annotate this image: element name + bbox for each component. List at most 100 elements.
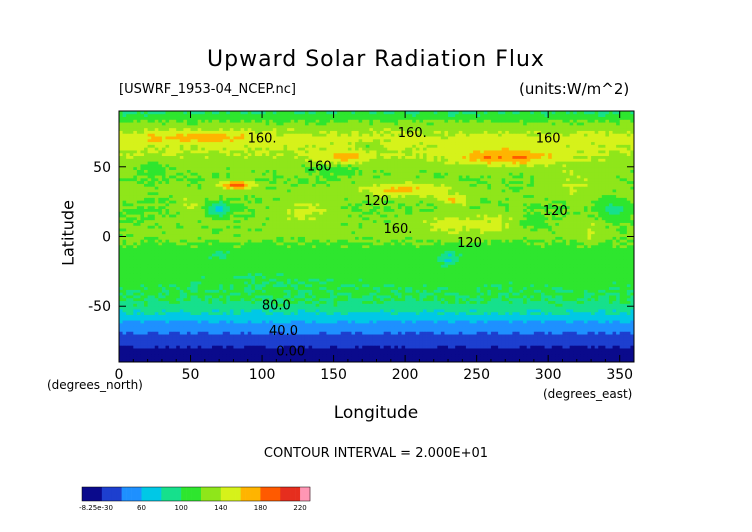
heatmap-cell	[219, 275, 224, 279]
heatmap-cell	[201, 309, 206, 313]
heatmap-cell	[144, 272, 149, 276]
heatmap-cell	[372, 300, 377, 304]
heatmap-cell	[444, 264, 449, 268]
heatmap-cell	[430, 300, 435, 304]
heatmap-cell	[580, 328, 585, 332]
heatmap-cell	[483, 350, 488, 355]
heatmap-cell	[372, 350, 377, 355]
heatmap-cell	[415, 348, 420, 352]
heatmap-cell	[226, 320, 231, 324]
heatmap-cell	[290, 300, 295, 304]
heatmap-cell	[344, 267, 349, 271]
heatmap-cell	[315, 350, 320, 355]
heatmap-cell	[147, 264, 152, 268]
heatmap-cell	[490, 269, 495, 274]
heatmap-cell	[501, 322, 506, 327]
heatmap-cell	[183, 281, 188, 285]
heatmap-cell	[523, 267, 528, 271]
heatmap-cell	[465, 356, 470, 360]
heatmap-cell	[555, 320, 560, 324]
heatmap-cell	[494, 348, 499, 352]
heatmap-cell	[219, 348, 224, 352]
heatmap-cell	[412, 342, 417, 346]
heatmap-cell	[244, 320, 249, 324]
heatmap-cell	[526, 350, 531, 355]
heatmap-cell	[383, 348, 388, 352]
heatmap-cell	[190, 300, 195, 304]
heatmap-cell	[369, 286, 374, 290]
heatmap-cell	[247, 295, 252, 299]
heatmap-cell	[304, 317, 309, 321]
heatmap-cell	[612, 328, 617, 332]
heatmap-cell	[462, 328, 467, 332]
heatmap-cell	[394, 325, 399, 329]
heatmap-cell	[465, 314, 470, 318]
heatmap-cell	[179, 300, 184, 304]
heatmap-cell	[476, 339, 481, 343]
heatmap-cell	[204, 356, 209, 360]
heatmap-cell	[573, 317, 578, 321]
heatmap-cell	[508, 325, 513, 329]
heatmap-cell	[566, 297, 571, 302]
heatmap-cell	[601, 303, 606, 307]
heatmap-cell	[526, 339, 531, 343]
heatmap-cell	[204, 339, 209, 343]
heatmap-cell	[226, 275, 231, 279]
heatmap-cell	[119, 317, 123, 321]
heatmap-cell	[283, 267, 288, 271]
heatmap-cell	[562, 325, 567, 329]
heatmap-cell	[211, 289, 216, 293]
heatmap-cell	[569, 328, 574, 332]
heatmap-cell	[186, 264, 191, 268]
heatmap-cell	[262, 322, 267, 327]
heatmap-cell	[515, 297, 520, 302]
heatmap-cell	[541, 348, 545, 352]
heatmap-cell	[269, 278, 274, 282]
heatmap-cell	[333, 267, 338, 271]
heatmap-cell	[630, 272, 635, 276]
heatmap-cell	[169, 272, 174, 276]
heatmap-cell	[208, 269, 213, 274]
heatmap-cell	[172, 317, 177, 321]
heatmap-cell	[455, 303, 460, 307]
heatmap-cell	[376, 320, 381, 324]
heatmap-cell	[133, 300, 138, 304]
heatmap-cell	[498, 311, 503, 315]
heatmap-cell	[480, 306, 485, 310]
heatmap-cell	[462, 281, 467, 285]
heatmap-cell	[394, 306, 399, 310]
heatmap-cell	[608, 336, 613, 341]
heatmap-cell	[355, 359, 360, 363]
heatmap-cell	[440, 269, 445, 274]
heatmap-cell	[430, 267, 435, 271]
heatmap-cell	[408, 269, 413, 274]
heatmap-cell	[229, 278, 234, 282]
heatmap-cell	[340, 345, 345, 349]
heatmap-cell	[569, 320, 574, 324]
heatmap-cell	[279, 339, 284, 343]
heatmap-cell	[612, 289, 617, 293]
heatmap-cell	[136, 314, 141, 318]
heatmap-cell	[294, 317, 299, 321]
heatmap-cell	[244, 334, 249, 338]
heatmap-cell	[119, 281, 123, 285]
heatmap-cell	[272, 322, 277, 327]
heatmap-cell	[122, 267, 127, 271]
heatmap-cell	[233, 272, 238, 276]
heatmap-cell	[254, 283, 259, 288]
heatmap-cell	[237, 289, 241, 293]
heatmap-cell	[226, 336, 231, 341]
heatmap-cell	[526, 331, 531, 335]
heatmap-cell	[340, 292, 345, 296]
heatmap-cell	[523, 336, 528, 341]
heatmap-cell	[576, 311, 581, 315]
heatmap-cell	[319, 289, 324, 293]
heatmap-cell	[605, 356, 610, 360]
heatmap-cell	[254, 336, 259, 341]
heatmap-cell	[226, 281, 231, 285]
heatmap-cell	[544, 336, 549, 341]
heatmap-cell	[383, 342, 388, 346]
heatmap-cell	[372, 348, 377, 352]
heatmap-cell	[501, 334, 506, 338]
heatmap-cell	[358, 264, 363, 268]
